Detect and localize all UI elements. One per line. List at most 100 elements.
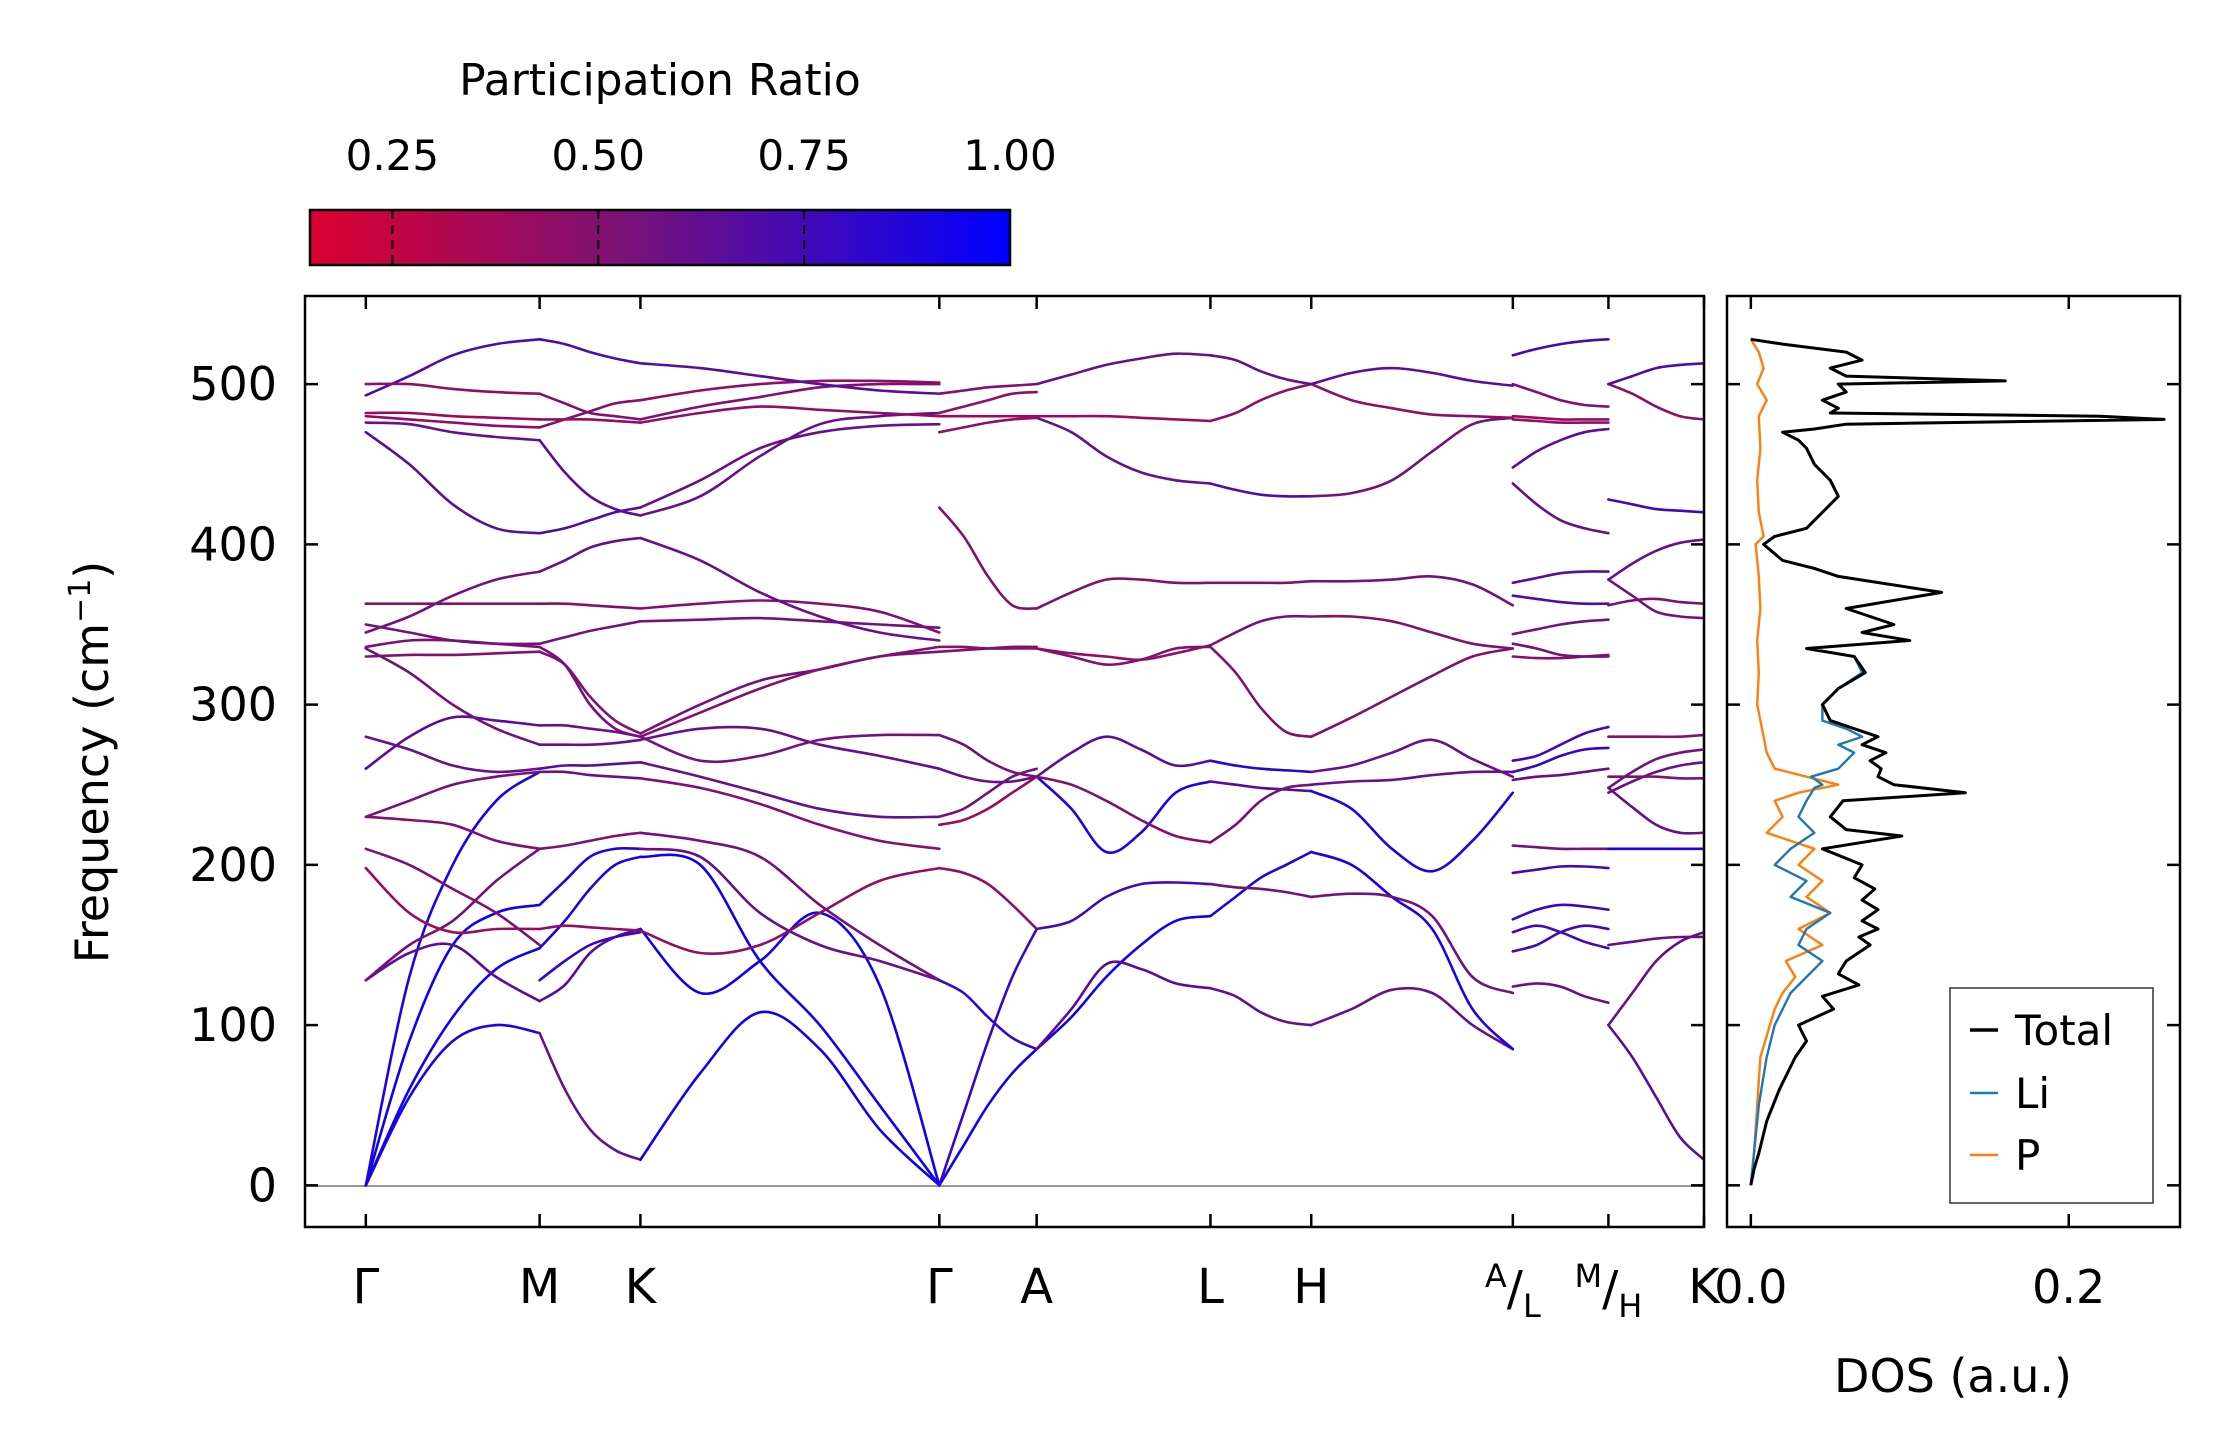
phonon-band — [1607, 786, 1704, 835]
phonon-band — [1035, 735, 1212, 778]
phonon-band — [1511, 844, 1610, 851]
phonon-band — [639, 733, 941, 764]
phonon-band — [1309, 789, 1515, 873]
phonon-band — [364, 866, 541, 935]
phonon-band — [938, 382, 1038, 395]
y-tick-label: 100 — [189, 998, 277, 1052]
phonon-band — [938, 1047, 1038, 1187]
phonon-band — [538, 738, 642, 747]
phonon-band — [538, 398, 642, 429]
phonon-band — [639, 536, 941, 642]
band-lines — [364, 338, 1704, 1187]
legend-frame — [1949, 987, 2154, 1204]
phonon-band — [538, 770, 642, 780]
dos-plot-frame — [1725, 294, 2182, 1229]
phonon-band — [364, 942, 541, 1003]
phonon-band — [364, 647, 541, 746]
phonon-band — [1309, 416, 1515, 498]
y-axis-label: Frequency (cm−1) — [63, 561, 119, 964]
y-tick-label: 0 — [248, 1158, 277, 1212]
phonon-band — [1035, 644, 1212, 662]
phonon-band — [938, 645, 1038, 653]
phonon-band — [1035, 914, 1212, 1051]
phonon-band — [938, 733, 1038, 778]
phonon-band — [1035, 775, 1212, 844]
legend-label-total: Total — [2014, 1006, 2113, 1055]
phonon-band — [639, 725, 941, 770]
phonon-band — [364, 623, 541, 646]
phonon-band — [1511, 767, 1610, 782]
phonon-band — [364, 770, 541, 819]
phonon-band — [538, 761, 642, 770]
phonon-band — [938, 866, 1038, 931]
dos-line-total — [1749, 337, 2166, 1186]
phonon-band — [1209, 579, 1313, 585]
dos-lines — [1749, 337, 2166, 1186]
phonon-band — [639, 422, 941, 509]
phonon-band — [1035, 416, 1212, 485]
phonon-band — [938, 416, 1038, 434]
dos-line-p — [1749, 338, 1840, 1186]
colorbar-title: Participation Ratio — [459, 55, 861, 106]
y-axis-label-exponent: −1 — [63, 579, 98, 623]
phonon-band — [538, 924, 642, 932]
legend-label-p: P — [2015, 1131, 2040, 1180]
k-point-label: M — [519, 1259, 560, 1315]
phonon-band — [538, 930, 642, 982]
phonon-band — [538, 927, 642, 1003]
phonon-band — [1607, 748, 1704, 790]
phonon-band — [364, 847, 541, 982]
phonon-band — [639, 853, 941, 1187]
phonon-band — [1309, 738, 1515, 778]
phonon-band — [1209, 354, 1313, 386]
phonon-band — [538, 392, 642, 421]
phonon-band — [938, 767, 1038, 784]
phonon-band — [1607, 597, 1704, 607]
phonon-band — [364, 903, 541, 1187]
phonon-band — [1309, 647, 1515, 738]
phonon-band — [1035, 414, 1212, 423]
phonon-band — [538, 438, 642, 517]
dos-axes: 0.0 0.2 — [1714, 296, 2180, 1314]
legend-label-li: Li — [2015, 1069, 2050, 1118]
phonon-band — [364, 382, 541, 395]
phonon-band — [639, 379, 941, 402]
phonon-band — [364, 770, 541, 1187]
colorbar-gradient — [308, 208, 1012, 267]
k-point-break-label: A/L — [1485, 1257, 1541, 1325]
phonon-band — [1511, 594, 1610, 606]
phonon-band — [538, 831, 642, 851]
phonon-band — [538, 1031, 642, 1161]
k-point-label: Γ — [352, 1259, 379, 1315]
phonon-band — [538, 338, 642, 365]
phonon-band — [1209, 382, 1313, 423]
phonon-band — [1607, 930, 1704, 1027]
phonon-band — [1607, 733, 1704, 739]
phonon-band — [538, 417, 642, 424]
phonon-band — [639, 616, 941, 629]
phonon-band — [364, 411, 541, 421]
phonon-band — [1511, 338, 1610, 357]
colorbar: Participation Ratio 0.25 0.50 0.75 1.00 — [308, 55, 1057, 267]
phonon-band — [639, 911, 941, 1187]
phonon-band — [1607, 498, 1704, 514]
y-tick-label: 500 — [189, 357, 277, 411]
k-point-label: K — [1688, 1259, 1721, 1315]
phonon-band — [1209, 783, 1313, 844]
phonon-band — [364, 815, 541, 851]
phonon-band — [1209, 645, 1313, 738]
phonon-band — [1511, 864, 1610, 875]
phonon-band — [1309, 892, 1515, 995]
phonon-band — [639, 761, 941, 819]
phonon-band — [1511, 482, 1610, 535]
phonon-band — [938, 978, 1038, 1051]
y-axis-label-unit: (cm — [65, 623, 119, 711]
phonon-band — [938, 927, 1038, 1187]
phonon-band — [639, 777, 941, 851]
phonon-band — [1511, 414, 1610, 421]
phonon-band — [1209, 614, 1313, 647]
phonon-band — [538, 855, 642, 950]
phonon-band — [1035, 960, 1212, 1051]
phonon-band — [1035, 352, 1212, 386]
